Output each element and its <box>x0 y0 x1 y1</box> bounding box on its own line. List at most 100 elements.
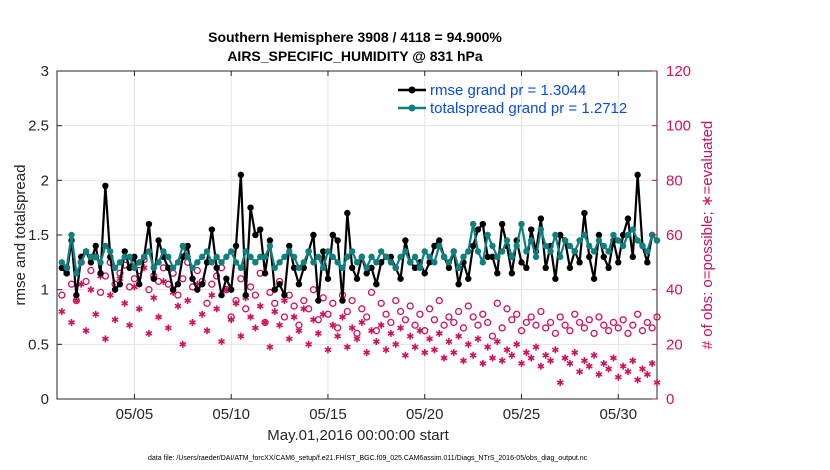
obs-possible-point <box>522 318 531 327</box>
totalspread-point <box>271 264 278 271</box>
obs-possible-point <box>546 318 555 327</box>
obs-evaluated-point <box>566 359 574 367</box>
totalspread-point <box>416 264 424 271</box>
obs-possible-point <box>614 324 622 332</box>
obs-possible-point <box>174 291 182 299</box>
totalspread-point <box>426 253 433 261</box>
obs-evaluated-point <box>580 357 588 365</box>
x-tick-label: 05/05 <box>116 406 154 423</box>
totalspread-point <box>165 253 172 261</box>
rmse-point <box>595 231 603 239</box>
obs-evaluated-point <box>130 283 138 291</box>
obs-possible-point <box>280 313 289 321</box>
rmse-point <box>203 259 211 266</box>
obs-evaluated-point <box>518 359 525 367</box>
y-right-tick-label: 0 <box>666 391 674 408</box>
obs-possible-point <box>377 299 385 307</box>
obs-evaluated-point <box>489 354 496 362</box>
obs-possible-point <box>430 316 439 324</box>
obs-evaluated-point <box>619 362 627 370</box>
rmse-point <box>552 275 559 282</box>
rmse-point <box>402 237 409 244</box>
totalspread-point <box>242 248 249 255</box>
obs-possible-point <box>343 307 351 316</box>
totalspread-point <box>145 248 153 255</box>
obs-evaluated-point <box>363 349 371 357</box>
obs-possible-point <box>450 318 458 327</box>
obs-evaluated-point <box>285 335 293 343</box>
totalspread-point <box>469 220 477 228</box>
obs-possible-point <box>638 327 647 335</box>
obs-evaluated-point <box>155 313 163 321</box>
obs-evaluated-point <box>450 349 458 357</box>
obs-evaluated-point <box>271 308 279 316</box>
obs-evaluated-point <box>372 338 380 346</box>
obs-evaluated-point <box>174 302 182 310</box>
obs-evaluated-point <box>121 299 129 307</box>
rmse-point <box>498 220 506 228</box>
obs-possible-point <box>633 310 642 318</box>
totalspread-point <box>344 253 351 261</box>
rmse-point <box>445 264 453 271</box>
rmse-point <box>102 182 109 189</box>
rmse-point <box>73 291 80 299</box>
obs-possible-point <box>445 313 453 321</box>
totalspread-point <box>107 248 114 255</box>
rmse-point <box>576 259 583 266</box>
series-lines <box>58 171 661 304</box>
totalspread-point <box>494 253 501 261</box>
obs-possible-point <box>532 321 540 329</box>
obs-possible-point <box>566 327 574 335</box>
obs-possible-point <box>508 316 516 324</box>
obs-possible-point <box>333 324 342 332</box>
rmse-point <box>286 242 293 250</box>
rmse-point <box>58 264 66 271</box>
rmse-point <box>363 270 370 277</box>
totalspread-point <box>97 259 104 266</box>
rmse-point <box>242 291 249 299</box>
totalspread-point <box>387 259 395 266</box>
obs-evaluated-point <box>479 359 487 367</box>
totalspread-point <box>203 248 211 255</box>
obs-possible-point <box>300 296 308 305</box>
rmse-point <box>619 231 627 239</box>
obs-possible-point <box>585 316 593 324</box>
rmse-point <box>218 291 225 299</box>
obs-possible-point <box>246 283 255 291</box>
rmse-point <box>189 275 196 282</box>
obs-evaluated-point <box>251 324 259 332</box>
obs-possible-point <box>571 310 579 318</box>
obs-evaluated-point <box>160 277 167 285</box>
obs-evaluated-point <box>648 359 656 367</box>
obs-evaluated-point <box>198 310 206 318</box>
obs-possible-point <box>154 277 163 286</box>
obs-possible-point <box>421 327 429 335</box>
obs-possible-point <box>653 313 661 321</box>
rmse-point <box>518 259 525 266</box>
y-tick-label: 0.5 <box>28 336 49 353</box>
rmse-point <box>615 259 622 266</box>
x-tick-label: 05/25 <box>503 406 541 423</box>
obs-possible-point <box>266 288 274 297</box>
obs-possible-point <box>619 316 627 324</box>
obs-evaluated-point <box>101 335 109 343</box>
totalspread-point <box>261 253 269 261</box>
obs-evaluated-point <box>106 291 114 299</box>
obs-possible-point <box>498 324 506 332</box>
y-right-tick-label: 80 <box>666 172 683 189</box>
rmse-point <box>484 253 491 261</box>
obs-evaluated-point <box>208 291 216 299</box>
obs-evaluated-point <box>401 351 409 359</box>
totalspread-point <box>319 264 327 271</box>
obs-possible-point <box>67 280 76 288</box>
rmse-point <box>276 281 283 288</box>
totalspread-line <box>61 222 658 275</box>
rmse-point <box>353 275 361 282</box>
totalspread-point <box>169 264 177 271</box>
obs-possible-point <box>483 318 492 327</box>
totalspread-point <box>605 248 612 255</box>
totalspread-point <box>131 264 138 271</box>
totalspread-point <box>126 253 133 261</box>
obs-possible-point <box>87 266 95 275</box>
obs-evaluated-point <box>179 340 187 348</box>
